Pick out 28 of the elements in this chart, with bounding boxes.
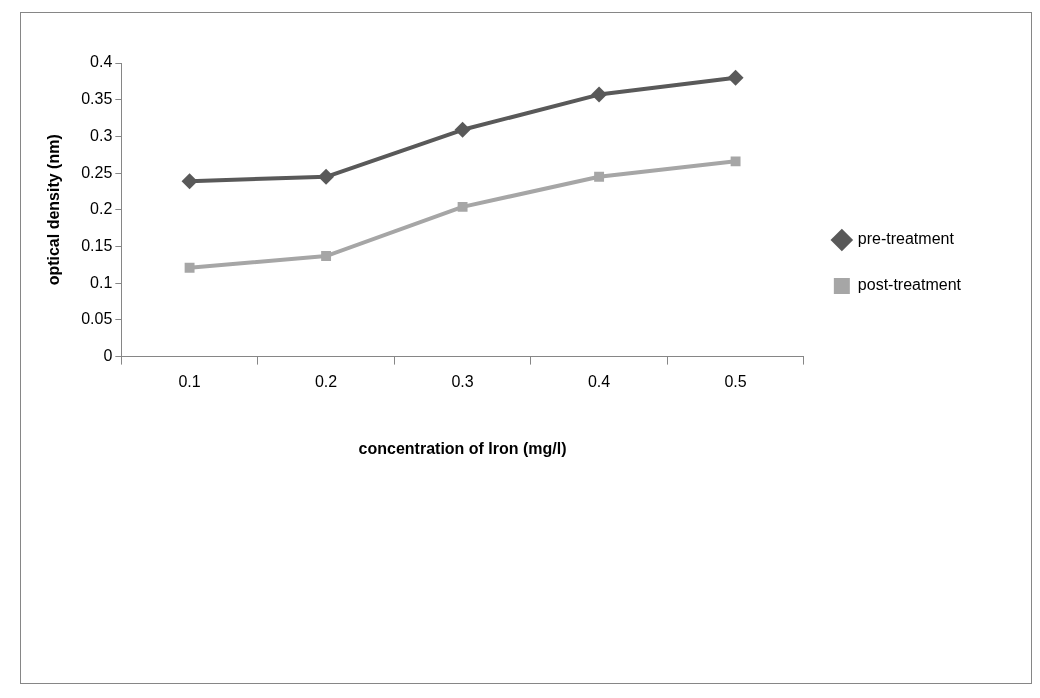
x-tick-label: 0.4 <box>587 372 611 390</box>
point <box>457 201 468 212</box>
x-tick-label: 0.3 <box>451 372 474 390</box>
legend-label: pre-treatment <box>857 230 955 248</box>
y-tick-label: 0.3 <box>90 126 113 144</box>
y-tick-label: 0 <box>103 347 113 365</box>
point <box>321 251 332 261</box>
point <box>184 262 195 273</box>
point <box>591 86 608 103</box>
x-tick-label: 0.5 <box>724 372 747 390</box>
point <box>727 69 744 86</box>
point <box>318 168 335 185</box>
legend-label: post-treatment <box>857 276 962 294</box>
x-axis-title: concentration of Iron (mg/l) <box>358 439 567 457</box>
y-tick-label: 0.25 <box>81 163 113 181</box>
point <box>594 171 605 182</box>
y-axis-title: optical density (nm) <box>45 134 63 286</box>
y-tick-label: 0.2 <box>90 200 113 218</box>
point <box>181 173 198 190</box>
y-tick-label: 0.05 <box>81 310 113 328</box>
x-tick-label: 0.2 <box>314 372 338 390</box>
x-tick-label: 0.1 <box>178 372 201 390</box>
y-tick-label: 0.15 <box>81 236 113 254</box>
point <box>454 121 471 138</box>
y-tick-label: 0.35 <box>81 90 113 108</box>
y-tick-label: 0.1 <box>90 273 113 291</box>
y-tick-label: 0.4 <box>90 53 113 71</box>
point <box>730 156 741 167</box>
